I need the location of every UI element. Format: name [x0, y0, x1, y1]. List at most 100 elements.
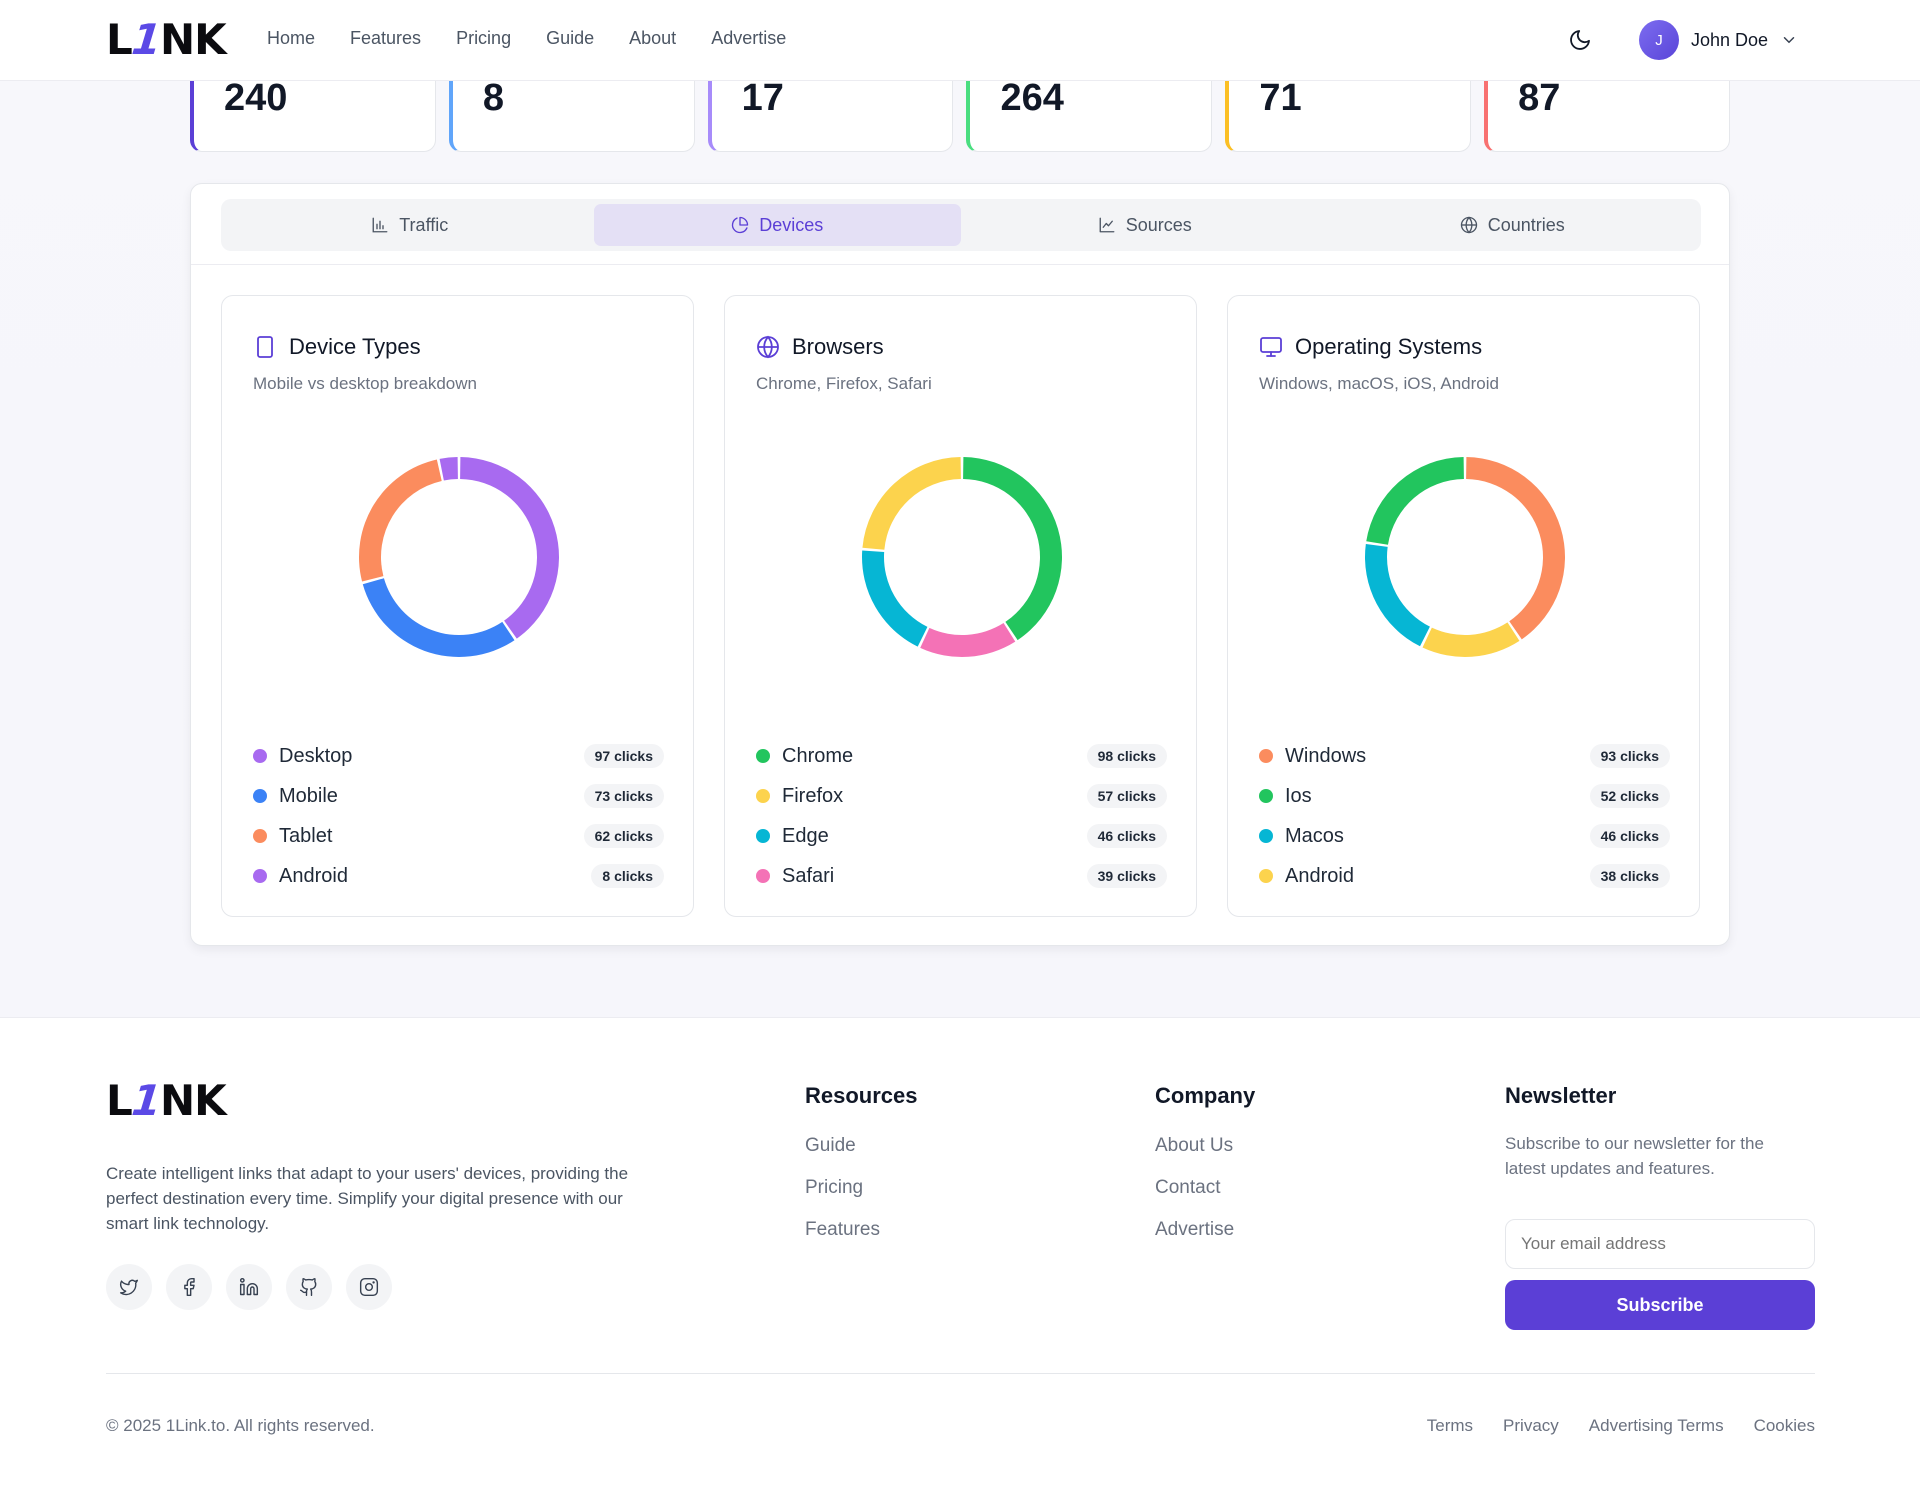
user-menu[interactable]: J John Doe: [1639, 20, 1798, 60]
stat-value: 240: [224, 77, 288, 119]
stat-value: 17: [741, 77, 784, 119]
footer-link-guide[interactable]: Guide: [805, 1135, 856, 1156]
bar-chart-icon: [372, 217, 388, 233]
stat-value: 8: [482, 77, 504, 119]
donut-slice-desktop[interactable]: [460, 457, 559, 639]
footer-link-features[interactable]: Features: [805, 1219, 880, 1240]
nav-link-pricing[interactable]: Pricing: [456, 28, 512, 48]
legend-label: Firefox: [782, 784, 844, 807]
analytics-tabs: Traffic Devices Sources Countries: [221, 199, 1701, 251]
legend-dot: [756, 869, 770, 883]
donut-slice-safari[interactable]: [920, 623, 1016, 657]
legend-dot: [756, 749, 770, 763]
clicks-badge: 39 clicks: [1086, 864, 1167, 888]
donut-slice-android[interactable]: [1422, 622, 1520, 657]
footer: L1NK Create intelligent links that adapt…: [0, 1017, 1920, 1498]
tab-countries[interactable]: Countries: [1329, 204, 1697, 246]
legend-item: Windows 93 clicks: [1259, 736, 1670, 776]
footer-link-advertise[interactable]: Advertise: [1155, 1219, 1235, 1240]
card-title: Browsers: [792, 334, 884, 359]
nav-link-guide[interactable]: Guide: [546, 28, 595, 48]
clicks-badge: 93 clicks: [1589, 744, 1670, 768]
legend-label: Android: [279, 864, 348, 887]
legend-label: Android: [1285, 864, 1354, 887]
card-title: Operating Systems: [1295, 334, 1483, 359]
legend-label: Safari: [782, 864, 835, 887]
legend-dot: [253, 789, 267, 803]
tab-devices[interactable]: Devices: [593, 204, 961, 246]
footer-divider: [106, 1373, 1815, 1374]
footer-link-pricing[interactable]: Pricing: [805, 1177, 864, 1198]
clicks-badge: 73 clicks: [583, 784, 664, 808]
globe-icon: [1460, 216, 1477, 234]
legend-label: Tablet: [279, 824, 333, 847]
legend-label: Ios: [1285, 784, 1312, 807]
legal-link-terms[interactable]: Terms: [1426, 1416, 1474, 1435]
donut-slice-macos[interactable]: [1365, 544, 1430, 647]
donut-slice-edge[interactable]: [862, 550, 928, 647]
tab-sources[interactable]: Sources: [961, 204, 1329, 246]
legend-label: Desktop: [279, 744, 353, 767]
donut-slice-firefox[interactable]: [862, 457, 961, 550]
legend-label: Windows: [1285, 744, 1367, 767]
card-title: Device Types: [289, 334, 421, 359]
moon-icon[interactable]: [1568, 28, 1592, 52]
clicks-badge: 62 clicks: [583, 824, 664, 848]
clicks-badge: 57 clicks: [1086, 784, 1167, 808]
nav-link-home[interactable]: Home: [267, 28, 316, 48]
donut-slice-chrome[interactable]: [963, 457, 1062, 641]
legend-dot: [1259, 869, 1273, 883]
stat-value: 87: [1518, 77, 1561, 119]
clicks-badge: 52 clicks: [1589, 784, 1670, 808]
stat-value: 264: [1000, 77, 1064, 119]
operating-systems-donut: [1365, 457, 1565, 657]
chevron-down-icon: [1783, 37, 1795, 44]
newsletter-text: Subscribe to our newsletter for the late…: [1505, 1134, 1764, 1178]
operating-systems-legend: Windows 93 clicks Ios 52 clicks Macos 46 clic…: [1259, 736, 1670, 896]
legend-item: Desktop 97 clicks: [253, 736, 664, 776]
logo[interactable]: L1NK: [106, 15, 227, 64]
donut-slice-ios[interactable]: [1366, 457, 1464, 545]
donut-slice-mobile[interactable]: [362, 578, 515, 657]
legend-item: Safari 39 clicks: [756, 856, 1167, 896]
github-icon[interactable]: [286, 1264, 332, 1310]
linkedin-icon[interactable]: [226, 1264, 272, 1310]
device-types-card: Device Types Mobile vs desktop breakdown…: [221, 295, 694, 917]
facebook-icon[interactable]: [166, 1264, 212, 1310]
clicks-badge: 38 clicks: [1589, 864, 1670, 888]
donut-slice-tablet[interactable]: [359, 459, 442, 582]
monitor-icon: [1260, 337, 1282, 357]
instagram-icon[interactable]: [346, 1264, 392, 1310]
nav-link-about[interactable]: About: [629, 28, 677, 48]
copyright: © 2025 1Link.to. All rights reserved.: [106, 1416, 375, 1435]
twitter-icon[interactable]: [106, 1264, 152, 1310]
nav-link-advertise[interactable]: Advertise: [711, 28, 787, 48]
subscribe-button[interactable]: Subscribe: [1505, 1280, 1815, 1330]
pie-chart-icon: [732, 216, 749, 234]
legend-label: Chrome: [782, 744, 854, 767]
line-chart-icon: [1099, 217, 1115, 233]
newsletter-email-input[interactable]: [1505, 1219, 1815, 1269]
tab-traffic[interactable]: Traffic: [226, 204, 594, 246]
footer-link-contact[interactable]: Contact: [1155, 1177, 1221, 1198]
legal-link-cookies[interactable]: Cookies: [1753, 1416, 1815, 1435]
clicks-badge: 8 clicks: [591, 864, 664, 888]
footer-newsletter: Newsletter Subscribe to our newsletter f…: [1505, 1083, 1815, 1343]
clicks-badge: 46 clicks: [1086, 824, 1167, 848]
legal-link-advertising-terms[interactable]: Advertising Terms: [1588, 1416, 1724, 1435]
top-navbar: L1NK Home Features Pricing Guide About A…: [0, 0, 1920, 81]
footer-logo[interactable]: L1NK: [106, 1076, 227, 1125]
footer-heading: Company: [1155, 1083, 1256, 1108]
footer-description: Create intelligent links that adapt to y…: [106, 1164, 629, 1233]
legal-link-privacy[interactable]: Privacy: [1503, 1416, 1559, 1435]
legend-label: Edge: [782, 824, 829, 847]
donut-slice-android[interactable]: [439, 457, 458, 481]
legend-item: Firefox 57 clicks: [756, 776, 1167, 816]
device-types-donut: [359, 457, 559, 657]
donut-slice-windows[interactable]: [1466, 457, 1565, 640]
footer-link-about-us[interactable]: About Us: [1155, 1135, 1234, 1156]
legend-item: Mobile 73 clicks: [253, 776, 664, 816]
legend-dot: [253, 749, 267, 763]
nav-link-features[interactable]: Features: [350, 28, 422, 48]
globe-icon: [757, 335, 779, 359]
